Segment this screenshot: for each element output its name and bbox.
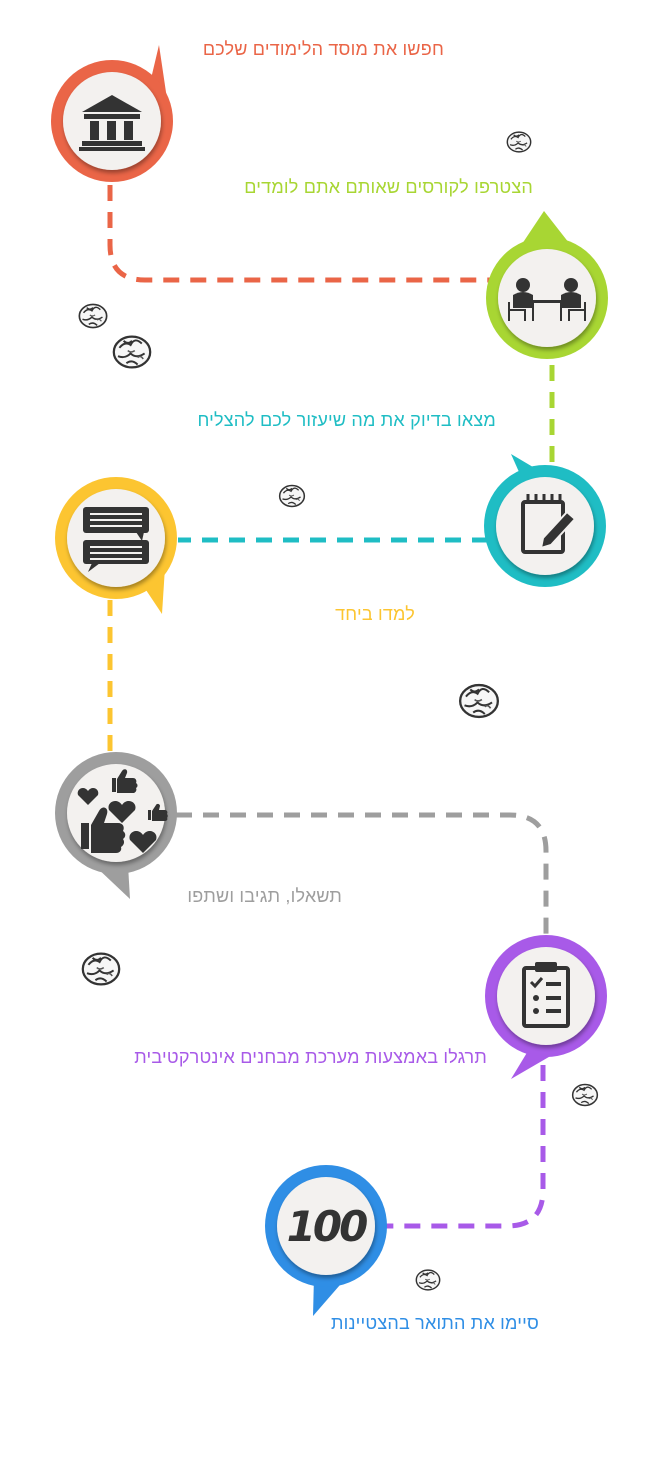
chat-bubbles-icon [83, 507, 149, 572]
institution-icon [79, 95, 145, 151]
step-4-node [55, 477, 177, 614]
connector-5-6 [176, 812, 549, 940]
step-5-label: תשאלו, תגיבו ושתפו [187, 886, 342, 906]
step-7-node: 100 [265, 1165, 387, 1316]
step-4-label: למדו ביחד [335, 604, 415, 624]
likes-hearts-icon [77, 769, 168, 853]
step-6-node [485, 935, 607, 1079]
step-3-node [484, 454, 606, 587]
step-7-label: סיימו את התואר בהצטיינות [330, 1313, 539, 1333]
checklist-clipboard-icon [522, 962, 570, 1028]
score-100-icon: 100 [287, 1202, 367, 1251]
step-2-node [486, 211, 608, 359]
connector-1-2 [107, 185, 490, 283]
step-2-label: הצטרפו לקורסים שאותם אתם לומדים [244, 177, 533, 197]
connector-6-7 [385, 1065, 546, 1229]
step-5-node [55, 752, 177, 899]
step-1-label: חפשו את מוסד הלימודים שלכם [202, 39, 444, 59]
step-3-label: מצאו בדיוק את מה שיעזור לכם להצליח [197, 410, 496, 430]
step-1-node [51, 45, 173, 182]
notepad-pencil-icon [521, 494, 577, 554]
step-6-label: תרגלו באמצעות מערכת מבחנים אינטרקטיבית [134, 1047, 487, 1067]
students-at-table-icon [508, 278, 586, 321]
